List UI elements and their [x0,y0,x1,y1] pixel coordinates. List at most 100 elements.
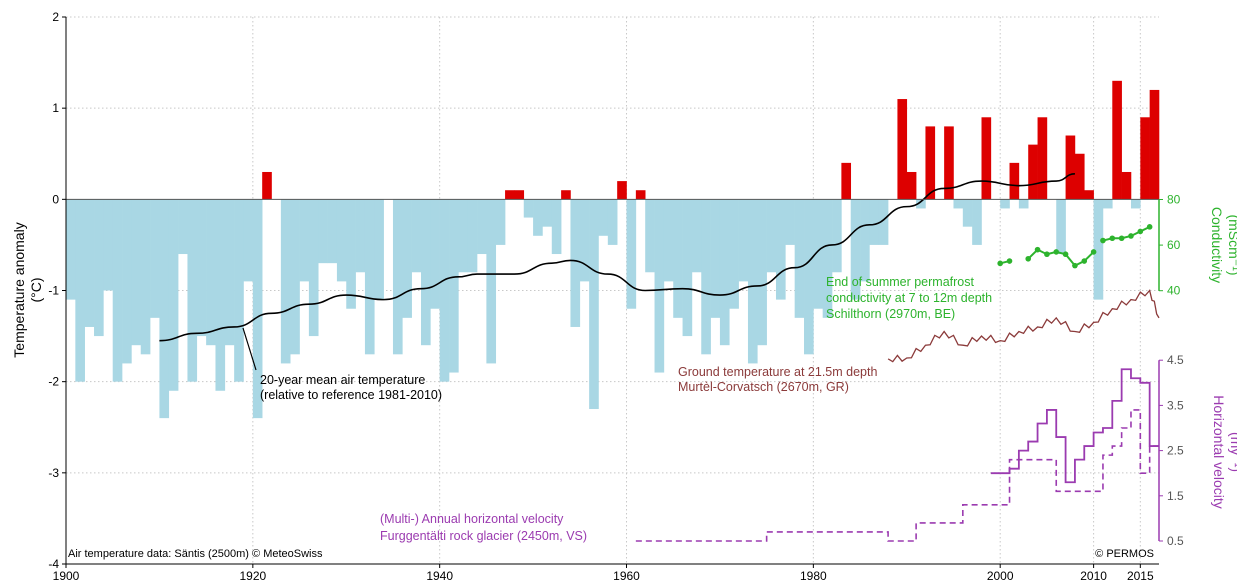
temperature-bar [869,199,880,245]
temperature-bar [804,199,814,355]
temperature-bar [206,199,216,346]
temperature-bar [1028,144,1038,200]
temperature-bar [710,199,721,318]
y-tick-label: 1 [52,101,59,115]
temperature-bar [598,199,609,236]
y-tick-label: -4 [48,557,59,571]
ground-temp-label-1: Ground temperature at 21.5m depth [678,365,877,379]
x-tick-label: 2000 [987,569,1014,581]
temperature-bar [813,199,823,309]
x-tick-label: 1900 [53,569,80,581]
temperature-bar [299,199,310,282]
temperature-bar [224,199,235,346]
y-tick-label: -2 [48,375,59,389]
temperature-bar [962,199,973,227]
conductivity-point [1044,251,1050,258]
y-tick-label: 2 [52,10,59,24]
temperature-bar [972,199,982,245]
temperature-bar [346,199,356,309]
y-axis-title-line2: (°C) [28,277,44,302]
temperature-bar [1149,89,1160,200]
temperature-bar [402,199,412,318]
velocity-tick-label: 0.5 [1167,534,1184,548]
temperature-bar [701,199,711,355]
temperature-bar [1140,117,1150,200]
temperature-bar [1084,190,1094,200]
y-tick-label: -3 [48,466,59,480]
x-tick-label: 1920 [239,569,266,581]
temperature-bar [252,199,263,419]
air-temp-source: Air temperature data: Säntis (2500m) © M… [68,548,323,560]
temperature-bar [1093,199,1104,300]
temperature-bar [561,190,571,200]
velocity-axis-title: Horizontal velocity (my⁻¹) [1211,395,1237,509]
conductivity-point [1128,233,1134,239]
permos-credit: © PERMOS [1095,548,1154,560]
temperature-bar [794,199,805,318]
temperature-bar [663,199,674,282]
temperature-bar [84,199,95,327]
conductivity-label-3: Schilthorn (2970m, BE) [826,307,955,321]
temperature-bar [589,199,599,410]
temperature-bar [850,199,861,300]
temperature-bar [449,199,459,373]
temperature-bar [757,199,767,346]
temperature-bar [290,199,300,355]
temperature-bar [645,199,655,273]
temperature-bar [579,199,590,282]
series-lines [159,173,1160,542]
conductivity-point [1072,262,1078,269]
velocity-tick-label: 2.5 [1167,444,1184,458]
temperature-bar [234,199,244,382]
x-tick-label: 2010 [1080,569,1107,581]
temperature-bar [178,199,188,255]
temperature-bar [607,199,618,245]
temperature-bar [916,199,926,209]
temperature-bar [925,126,936,200]
conductivity-label-1: End of summer permafrost [826,275,974,289]
ground-temperature-line [887,289,1160,363]
temperature-bar [897,99,908,200]
velocity-label-1: (Multi-) Annual horizontal velocity [380,512,564,526]
velocity-tick-label: 1.5 [1167,489,1184,503]
temperature-bar [420,199,431,346]
temperature-bar [822,199,833,318]
temperature-bar [766,199,777,273]
conductivity-point [1034,246,1041,253]
temperature-bar [841,162,852,200]
velocity-tick-label: 3.5 [1167,398,1184,412]
temperature-bar [1112,80,1122,200]
temperature-bar [262,171,272,200]
x-tick-label: 2015 [1127,569,1154,581]
velocity-axis-title-line1: Horizontal velocity [1211,395,1227,509]
temperature-bar [122,199,132,364]
temperature-bar [392,199,403,355]
temperature-bar [486,199,497,364]
temperature-bar [336,199,347,282]
conductivity-point [1025,255,1032,262]
temperature-bar [906,171,917,200]
x-tick-label: 1960 [613,569,640,581]
mean-temperature-line [159,173,1075,342]
temperature-bar [150,199,160,318]
conductivity-axis-title-line1: Conductivity [1209,207,1225,283]
temperature-bar [1037,117,1048,200]
temperature-bar [1121,171,1132,200]
temperature-bar [308,199,319,337]
mean-line-pointer [242,327,257,371]
conductivity-point [1006,258,1013,264]
temperature-bar [719,199,730,346]
conductivity-tick-label: 80 [1167,193,1181,207]
temperature-bar [374,199,384,300]
conductivity-point [997,260,1003,267]
temperature-bar [654,199,665,373]
temperature-bar [75,199,85,382]
y-tick-label: 0 [52,192,59,206]
conductivity-axis-title: Conductivity (mScm⁻¹) [1209,207,1237,283]
temperature-bar [159,199,170,419]
temperature-bar [355,199,366,273]
temperature-bar [505,190,515,200]
temperature-bar [243,199,254,282]
temperature-bar [1065,135,1076,200]
